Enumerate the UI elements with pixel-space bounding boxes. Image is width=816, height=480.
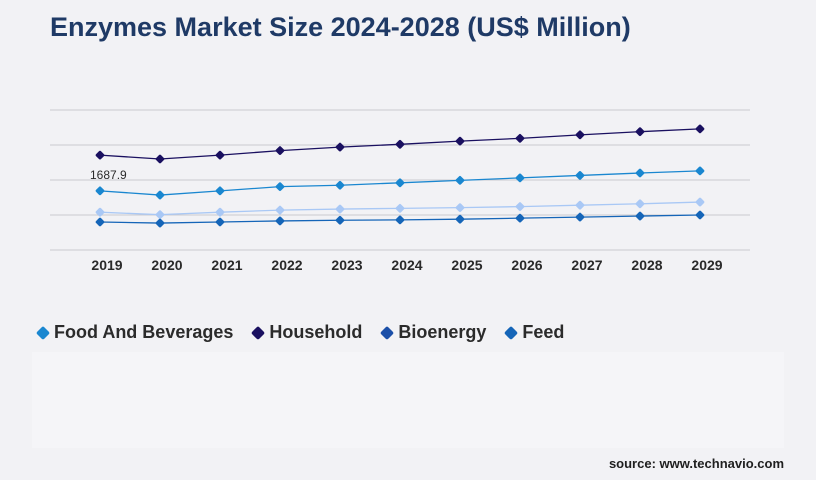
legend-item: Food And Beverages bbox=[35, 322, 234, 343]
data-point bbox=[215, 150, 225, 160]
lower-panel bbox=[32, 352, 784, 448]
data-point bbox=[455, 176, 465, 185]
legend-label: Household bbox=[269, 322, 363, 342]
data-point bbox=[635, 127, 645, 137]
data-point bbox=[515, 173, 525, 183]
x-tick-label: 2029 bbox=[691, 257, 722, 273]
data-point bbox=[155, 218, 165, 228]
x-tick-label: 2022 bbox=[271, 257, 302, 273]
legend-marker-icon bbox=[504, 325, 519, 340]
legend-marker-icon bbox=[35, 325, 51, 340]
data-point bbox=[335, 215, 345, 225]
legend-marker-icon bbox=[251, 325, 266, 340]
data-point bbox=[155, 210, 165, 219]
data-point bbox=[695, 124, 705, 134]
data-point bbox=[95, 150, 105, 160]
legend-label: Feed bbox=[522, 322, 565, 342]
source-note: source: www.technavio.com bbox=[608, 456, 784, 471]
x-tick-label: 2020 bbox=[151, 257, 182, 273]
data-point bbox=[575, 171, 585, 180]
legend-label: Bioenergy bbox=[398, 322, 487, 342]
data-point bbox=[515, 213, 525, 223]
chart-title: Enzymes Market Size 2024-2028 (US$ Milli… bbox=[50, 12, 631, 42]
x-tick-label: 2021 bbox=[211, 257, 242, 273]
data-point bbox=[575, 130, 585, 140]
data-point bbox=[335, 180, 345, 190]
data-point bbox=[395, 139, 405, 149]
data-point bbox=[335, 204, 345, 214]
data-point bbox=[275, 182, 285, 191]
data-point bbox=[275, 205, 285, 215]
data-label: 1687.9 bbox=[90, 168, 127, 182]
data-point bbox=[95, 207, 105, 217]
x-tick-label: 2025 bbox=[451, 257, 482, 273]
legend-item: Household bbox=[251, 322, 363, 343]
data-point bbox=[275, 216, 285, 226]
data-point bbox=[395, 215, 405, 225]
data-point bbox=[155, 154, 165, 164]
data-point bbox=[155, 190, 165, 200]
data-point bbox=[575, 212, 585, 222]
legend-marker-icon bbox=[380, 325, 395, 340]
x-tick-label: 2027 bbox=[571, 257, 602, 273]
data-point bbox=[95, 186, 105, 196]
data-point bbox=[515, 202, 525, 211]
data-point bbox=[695, 210, 705, 220]
legend-item: Feed bbox=[504, 322, 565, 343]
data-point bbox=[695, 197, 705, 207]
data-point bbox=[455, 136, 465, 146]
x-tick-label: 2024 bbox=[391, 257, 422, 273]
data-point bbox=[515, 134, 525, 143]
data-point bbox=[575, 200, 585, 210]
data-point bbox=[455, 203, 465, 212]
line-chart: 2019 2020 2021 2022 2023 2024 2025 2026 2027 2028… bbox=[50, 109, 750, 273]
x-tick-label: 2019 bbox=[91, 257, 122, 273]
data-point bbox=[395, 178, 405, 188]
data-point bbox=[275, 146, 285, 155]
x-tick-label: 2026 bbox=[511, 257, 542, 273]
chart-legend: Food And Beverages Household Bioenergy Feed bbox=[35, 322, 565, 343]
data-point bbox=[695, 166, 705, 176]
data-point bbox=[635, 168, 645, 178]
data-point bbox=[215, 207, 225, 217]
data-point bbox=[215, 186, 225, 196]
data-point bbox=[455, 214, 465, 224]
legend-label: Food And Beverages bbox=[54, 322, 234, 342]
x-tick-label: 2023 bbox=[331, 257, 362, 273]
data-point bbox=[215, 217, 225, 227]
data-point bbox=[95, 217, 105, 227]
data-point bbox=[635, 211, 645, 221]
data-point bbox=[335, 142, 345, 152]
x-tick-label: 2028 bbox=[631, 257, 662, 273]
data-point bbox=[395, 204, 405, 213]
legend-item: Bioenergy bbox=[380, 322, 487, 343]
data-point bbox=[635, 199, 645, 209]
